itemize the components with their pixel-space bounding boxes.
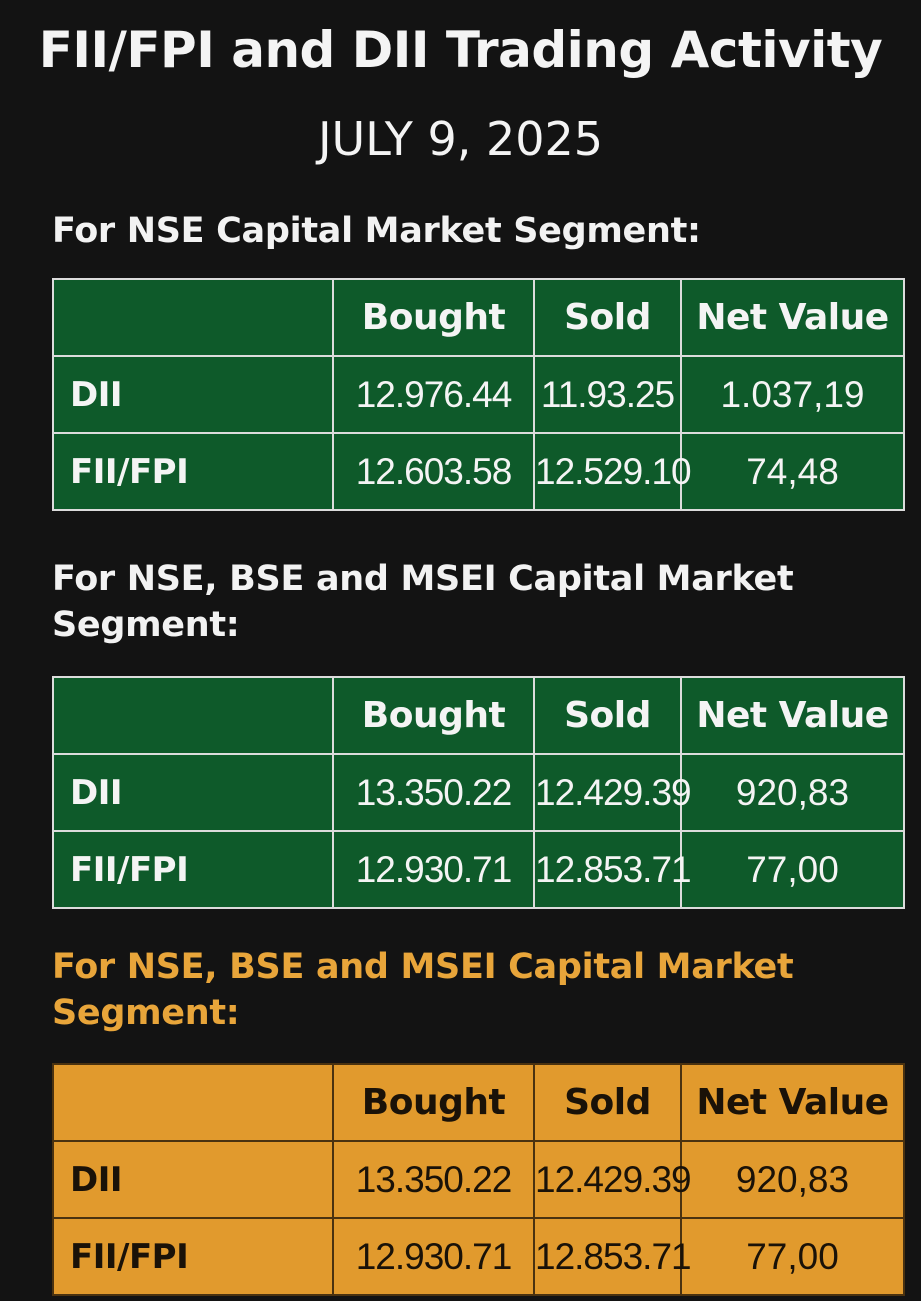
sold-value: 12.429.39 <box>533 753 692 832</box>
header-bought: Bought <box>332 676 535 755</box>
header-net-value: Net Value <box>680 676 905 755</box>
row-label: DII <box>52 355 334 434</box>
net-value: 74,48 <box>680 432 905 511</box>
bought-value: 12.930.71 <box>332 830 535 909</box>
table-row: FII/FPI 12.930.71 12.853.71 77,00 <box>52 830 905 909</box>
header-sold: Sold <box>533 278 682 357</box>
header-bought: Bought <box>332 278 535 357</box>
row-label: FII/FPI <box>52 1217 334 1296</box>
header-empty <box>52 676 334 755</box>
table-nse-bse-msei-highlight: Bought Sold Net Value DII 13.350.22 12.4… <box>52 1063 905 1296</box>
section-heading-nse: For NSE Capital Market Segment: <box>52 211 701 251</box>
table-row: FII/FPI 12.930.71 12.853.71 77,00 <box>52 1217 905 1296</box>
header-bought: Bought <box>332 1063 535 1142</box>
section-heading-nse-bse-msei-highlight: For NSE, BSE and MSEI Capital Market Seg… <box>52 947 794 1033</box>
section-heading-nse-bse-msei: For NSE, BSE and MSEI Capital Market Seg… <box>52 559 794 645</box>
table-nse: Bought Sold Net Value DII 12.976.44 11.9… <box>52 278 905 511</box>
sold-value: 11.93.25 <box>533 355 682 434</box>
header-sold: Sold <box>533 676 682 755</box>
bought-value: 12.976.44 <box>332 355 535 434</box>
table-header-row: Bought Sold Net Value <box>52 1063 905 1142</box>
row-label: FII/FPI <box>52 432 334 511</box>
bought-value: 12.930.71 <box>332 1217 535 1296</box>
sold-value: 12.853.71 <box>533 1217 692 1296</box>
table-row: DII 13.350.22 12.429.39 920,83 <box>52 1140 905 1219</box>
sold-value: 12.429.39 <box>533 1140 692 1219</box>
sold-value: 12.853.71 <box>533 830 692 909</box>
header-empty <box>52 1063 334 1142</box>
header-empty <box>52 278 334 357</box>
row-label: DII <box>52 753 334 832</box>
net-value: 77,00 <box>680 830 905 909</box>
page-title: FII/FPI and DII Trading Activity <box>38 21 883 79</box>
table-row: DII 12.976.44 11.93.25 1.037,19 <box>52 355 905 434</box>
table-row: FII/FPI 12.603.58 12.529.10 74,48 <box>52 432 905 511</box>
net-value: 77,00 <box>680 1217 905 1296</box>
report-date: JULY 9, 2025 <box>317 112 604 166</box>
row-label: FII/FPI <box>52 830 334 909</box>
row-label: DII <box>52 1140 334 1219</box>
table-header-row: Bought Sold Net Value <box>52 676 905 755</box>
table-row: DII 13.350.22 12.429.39 920,83 <box>52 753 905 832</box>
table-header-row: Bought Sold Net Value <box>52 278 905 357</box>
net-value: 920,83 <box>680 753 905 832</box>
header-net-value: Net Value <box>680 1063 905 1142</box>
header-sold: Sold <box>533 1063 682 1142</box>
net-value: 1.037,19 <box>680 355 905 434</box>
bought-value: 13.350.22 <box>332 753 535 832</box>
table-nse-bse-msei: Bought Sold Net Value DII 13.350.22 12.4… <box>52 676 905 909</box>
header-net-value: Net Value <box>680 278 905 357</box>
net-value: 920,83 <box>680 1140 905 1219</box>
bought-value: 12.603.58 <box>332 432 535 511</box>
bought-value: 13.350.22 <box>332 1140 535 1219</box>
sold-value: 12.529.10 <box>533 432 692 511</box>
